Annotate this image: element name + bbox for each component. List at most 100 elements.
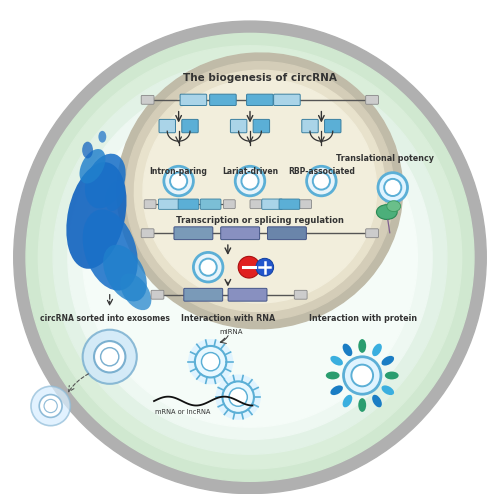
Circle shape [242, 172, 258, 190]
Ellipse shape [134, 70, 386, 311]
FancyBboxPatch shape [279, 199, 299, 209]
FancyBboxPatch shape [151, 291, 164, 299]
FancyBboxPatch shape [324, 119, 341, 133]
Ellipse shape [98, 131, 106, 143]
Text: Lariat-driven: Lariat-driven [222, 167, 278, 176]
Circle shape [44, 399, 58, 413]
Circle shape [194, 252, 223, 282]
Ellipse shape [14, 21, 486, 494]
Text: RBP-associated: RBP-associated [288, 167, 355, 176]
Circle shape [188, 339, 234, 384]
Ellipse shape [103, 245, 147, 301]
Ellipse shape [53, 60, 447, 454]
Ellipse shape [82, 142, 93, 158]
Circle shape [200, 258, 216, 276]
FancyBboxPatch shape [184, 289, 222, 301]
Ellipse shape [143, 79, 376, 303]
Ellipse shape [66, 162, 126, 269]
FancyBboxPatch shape [220, 227, 260, 240]
Circle shape [384, 179, 402, 196]
Ellipse shape [82, 209, 138, 291]
Ellipse shape [342, 344, 352, 356]
Ellipse shape [120, 273, 152, 310]
Text: Translational potency: Translational potency [336, 154, 434, 163]
Ellipse shape [330, 356, 343, 366]
Circle shape [378, 173, 408, 202]
FancyBboxPatch shape [250, 200, 262, 208]
Circle shape [238, 256, 260, 278]
Ellipse shape [126, 62, 394, 320]
Text: circRNA sorted into exosomes: circRNA sorted into exosomes [40, 314, 170, 323]
FancyBboxPatch shape [180, 94, 206, 105]
Circle shape [229, 388, 248, 406]
Circle shape [82, 330, 137, 384]
Ellipse shape [385, 372, 398, 379]
Circle shape [31, 386, 70, 426]
FancyBboxPatch shape [228, 289, 267, 301]
Circle shape [39, 395, 62, 417]
Text: Interaction with protein: Interaction with protein [309, 314, 418, 323]
Text: Transcription or splicing regulation: Transcription or splicing regulation [176, 216, 344, 225]
Ellipse shape [117, 53, 403, 329]
Ellipse shape [326, 372, 340, 379]
Ellipse shape [330, 386, 343, 395]
Ellipse shape [26, 33, 474, 481]
Circle shape [195, 346, 226, 378]
FancyBboxPatch shape [300, 200, 312, 208]
FancyBboxPatch shape [230, 119, 247, 133]
Circle shape [170, 172, 187, 190]
Circle shape [313, 172, 330, 190]
FancyBboxPatch shape [224, 200, 235, 208]
Ellipse shape [376, 204, 397, 219]
Circle shape [164, 166, 194, 196]
Ellipse shape [372, 344, 382, 356]
FancyBboxPatch shape [246, 94, 273, 105]
FancyBboxPatch shape [274, 94, 300, 105]
Ellipse shape [38, 46, 462, 469]
Ellipse shape [387, 201, 400, 211]
Ellipse shape [358, 398, 366, 412]
Ellipse shape [106, 181, 125, 211]
Circle shape [222, 381, 254, 413]
Circle shape [202, 352, 220, 371]
Circle shape [256, 258, 274, 276]
Ellipse shape [382, 356, 394, 366]
FancyBboxPatch shape [302, 119, 318, 133]
Text: Interaction with RNA: Interaction with RNA [180, 314, 275, 323]
FancyBboxPatch shape [159, 119, 176, 133]
FancyBboxPatch shape [144, 200, 156, 208]
Text: miRNA: miRNA [220, 329, 243, 335]
Circle shape [216, 375, 261, 420]
Text: mRNA or lncRNA: mRNA or lncRNA [156, 409, 211, 415]
Ellipse shape [382, 386, 394, 395]
Circle shape [94, 341, 126, 372]
Ellipse shape [85, 153, 126, 208]
Ellipse shape [372, 395, 382, 407]
Ellipse shape [358, 339, 366, 353]
FancyBboxPatch shape [182, 119, 198, 133]
Circle shape [344, 357, 381, 394]
Circle shape [352, 365, 373, 386]
FancyBboxPatch shape [262, 199, 282, 209]
FancyBboxPatch shape [210, 94, 236, 105]
FancyBboxPatch shape [253, 119, 270, 133]
FancyBboxPatch shape [200, 199, 221, 209]
FancyBboxPatch shape [141, 96, 154, 104]
Circle shape [100, 347, 119, 366]
Ellipse shape [82, 88, 417, 427]
Text: The biogenesis of circRNA: The biogenesis of circRNA [183, 73, 337, 83]
Circle shape [235, 166, 265, 196]
Ellipse shape [342, 395, 352, 407]
FancyBboxPatch shape [366, 229, 378, 238]
FancyBboxPatch shape [294, 291, 307, 299]
FancyBboxPatch shape [268, 227, 306, 240]
Circle shape [306, 166, 336, 196]
FancyBboxPatch shape [174, 227, 213, 240]
FancyBboxPatch shape [158, 199, 179, 209]
Ellipse shape [68, 75, 432, 440]
FancyBboxPatch shape [178, 199, 199, 209]
Ellipse shape [80, 149, 106, 184]
Text: Intron-paring: Intron-paring [150, 167, 208, 176]
FancyBboxPatch shape [366, 96, 378, 104]
FancyBboxPatch shape [141, 229, 154, 238]
